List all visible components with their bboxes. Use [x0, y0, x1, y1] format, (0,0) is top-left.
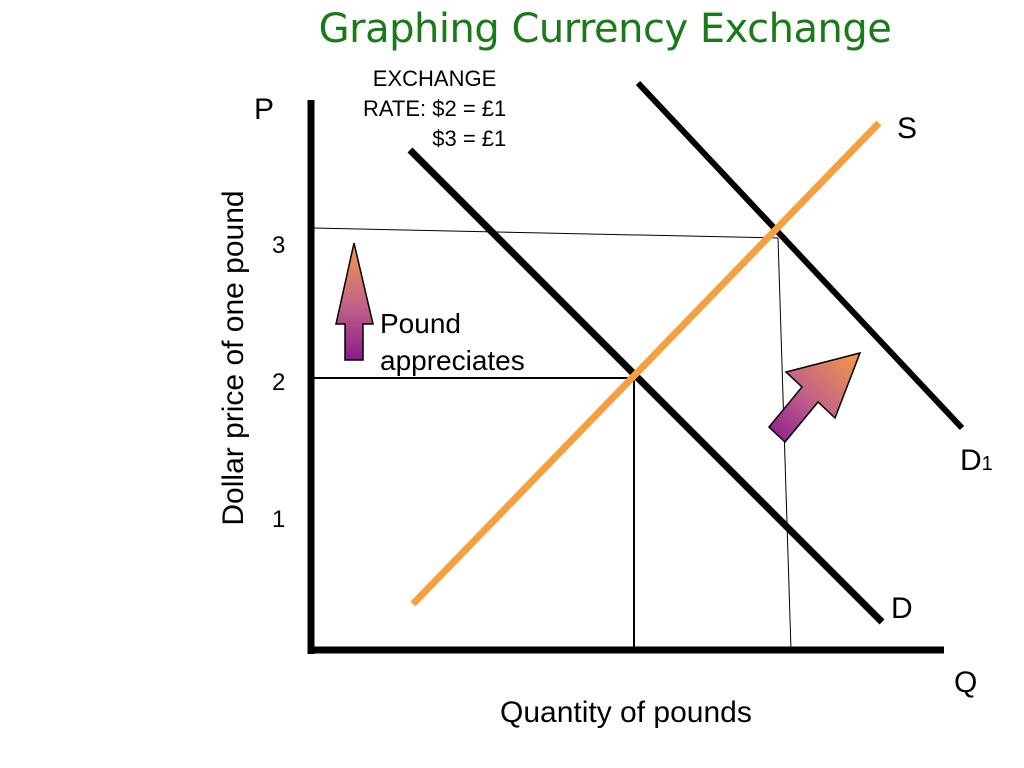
- y-axis-letter: P: [254, 93, 275, 126]
- y-tick-1: 1: [272, 506, 286, 533]
- x-axis-letter: Q: [954, 666, 978, 699]
- demand-curve-shifted: [635, 80, 965, 431]
- exchange-rate-line1: EXCHANGE: [372, 66, 497, 91]
- exchange-rate-line2: RATE: $2 = £1: [363, 96, 507, 121]
- y-axis-label: Dollar price of one pound: [217, 190, 250, 526]
- guide-line-price-3: [312, 227, 779, 239]
- pound-appreciates-line2: appreciates: [380, 345, 525, 376]
- y-tick-2: 2: [272, 369, 286, 396]
- guide-line-quantity-new: [777, 237, 792, 651]
- y-tick-3: 3: [272, 232, 286, 259]
- demand-shifted-label-main: D: [960, 444, 982, 477]
- exchange-rate-note: EXCHANGE RATE: $2 = £1 $3 = £1: [363, 64, 506, 154]
- demand-shifted-label-sub: 1: [981, 453, 993, 475]
- demand-shifted-label: D1: [960, 444, 993, 478]
- demand-curve: [407, 147, 885, 625]
- slide-title: Graphing Currency Exchange: [318, 6, 892, 52]
- supply-curve: [410, 120, 882, 607]
- arrow-up-icon: [335, 242, 374, 361]
- arrow-up-right-icon: [767, 351, 862, 444]
- pound-appreciates-line1: Pound: [380, 308, 461, 339]
- supply-label: S: [897, 112, 918, 145]
- pound-appreciates-note: Pound appreciates: [380, 305, 525, 379]
- x-axis-label: Quantity of pounds: [500, 696, 752, 729]
- exchange-rate-line3: $3 = £1: [432, 126, 507, 151]
- demand-label: D: [891, 592, 913, 625]
